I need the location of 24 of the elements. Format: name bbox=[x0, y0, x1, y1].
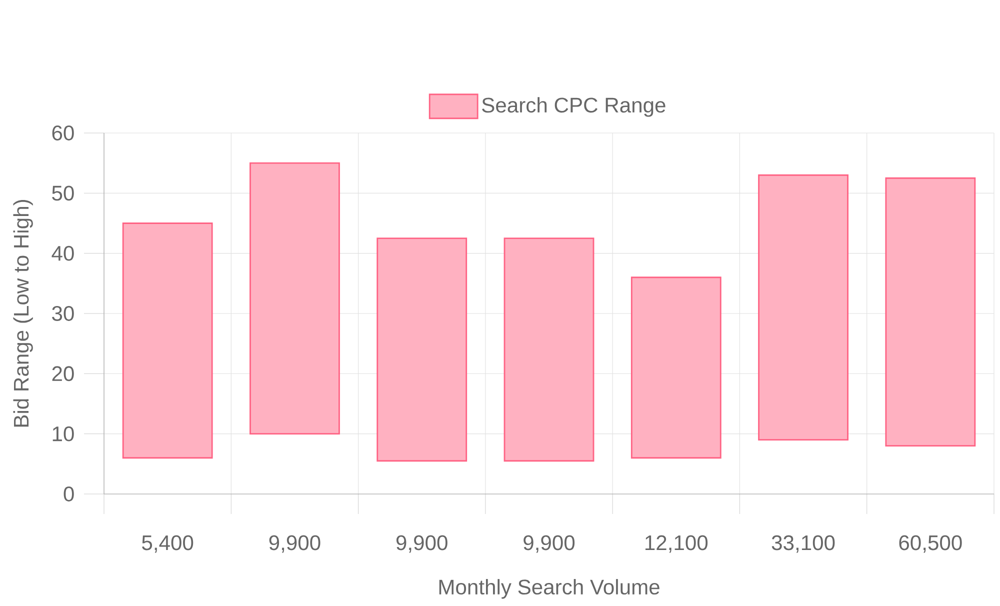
y-tick-label: 30 bbox=[52, 306, 74, 322]
x-tick-label: 9,900 bbox=[524, 535, 575, 553]
x-tick-label: 9,900 bbox=[269, 535, 320, 553]
y-tick-label: 50 bbox=[52, 186, 74, 201]
y-tick-label: 10 bbox=[52, 426, 74, 442]
x-tick-label: 60,500 bbox=[899, 535, 962, 553]
y-axis-title: Bid Range (Low to High) bbox=[13, 200, 33, 427]
bar bbox=[885, 178, 976, 447]
bar bbox=[630, 276, 722, 459]
x-tick-label: 5,400 bbox=[142, 535, 194, 553]
y-tick-label: 0 bbox=[64, 486, 74, 502]
y-tick-label: 60 bbox=[52, 126, 74, 141]
y-tick-label: 20 bbox=[52, 366, 74, 382]
bar bbox=[250, 162, 340, 435]
x-tick-label: 12,100 bbox=[646, 535, 708, 553]
y-tick-label: 40 bbox=[52, 246, 74, 261]
x-tick-label: 33,100 bbox=[772, 535, 835, 553]
bar bbox=[122, 222, 213, 459]
legend-label: Search CPC Range bbox=[482, 97, 666, 117]
x-axis-title: Monthly Search Volume bbox=[439, 579, 660, 599]
bar bbox=[758, 174, 848, 441]
x-tick-label: 9,900 bbox=[396, 535, 448, 553]
bar bbox=[376, 238, 468, 462]
bar bbox=[504, 238, 594, 462]
